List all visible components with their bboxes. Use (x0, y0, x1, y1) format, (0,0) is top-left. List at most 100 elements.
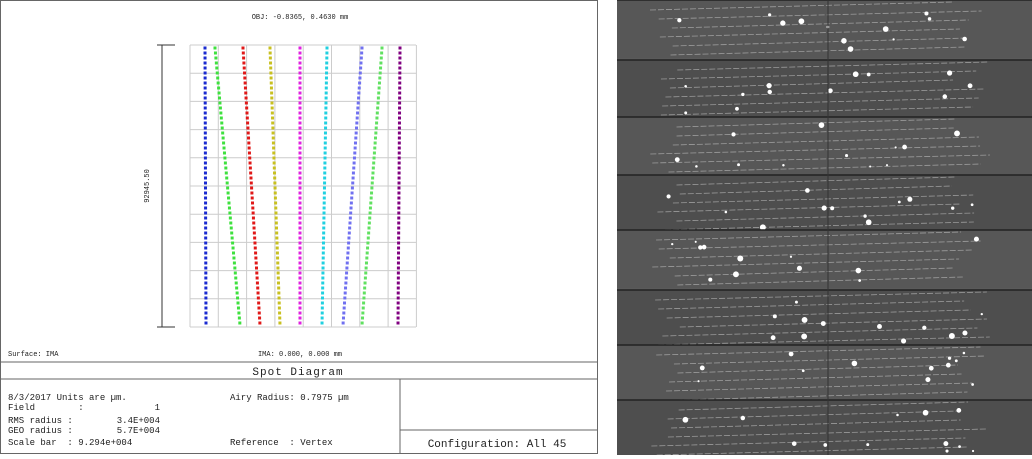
spot-light (954, 130, 960, 137)
spot-light (724, 210, 728, 214)
spot (347, 236, 351, 240)
streak (672, 37, 969, 47)
spot (217, 91, 221, 95)
spot (235, 286, 239, 290)
spot (323, 181, 327, 185)
spot (379, 66, 383, 70)
spot (345, 261, 349, 265)
spot (203, 81, 207, 85)
streak (669, 79, 954, 89)
spot (396, 301, 400, 305)
spot (276, 276, 280, 280)
streak (665, 88, 984, 98)
spot (396, 306, 400, 310)
spot (230, 231, 234, 235)
geo-label: GEO radius : (8, 426, 73, 436)
spot-light (767, 89, 772, 95)
spot-light (902, 144, 907, 150)
spot (238, 321, 242, 325)
spot (298, 66, 302, 70)
spot (255, 281, 259, 285)
spot (358, 76, 362, 80)
spot (324, 106, 328, 110)
spot (321, 266, 325, 270)
spot (397, 141, 401, 145)
spot (204, 191, 208, 195)
spot-light (732, 271, 739, 278)
spot (252, 226, 256, 230)
spot-light (863, 214, 867, 218)
spot (218, 101, 222, 105)
streak (670, 46, 965, 56)
spot (321, 251, 325, 255)
spot (376, 106, 380, 110)
spot (350, 196, 354, 200)
spot (204, 281, 208, 285)
spot (204, 251, 208, 255)
spot (203, 161, 207, 165)
spot-light (896, 413, 899, 417)
spot (203, 66, 207, 70)
spot (347, 231, 351, 235)
spot (397, 131, 401, 135)
spot (356, 101, 360, 105)
spot (218, 106, 222, 110)
field-label: Field : (8, 403, 84, 413)
spot (203, 56, 207, 60)
spot (298, 276, 302, 280)
spot (397, 196, 401, 200)
spot-light (869, 165, 872, 168)
streak (677, 276, 963, 286)
spot (320, 301, 324, 305)
spot (396, 321, 400, 325)
spot (364, 271, 368, 275)
spot (397, 216, 401, 220)
spot (223, 161, 227, 165)
spot (377, 86, 381, 90)
spot (351, 176, 355, 180)
spot (374, 131, 378, 135)
spot-light (801, 369, 805, 373)
streak (649, 1, 954, 11)
spot (370, 191, 374, 195)
spot-light (759, 224, 766, 231)
spot (258, 321, 262, 325)
spot (398, 61, 402, 65)
spot (204, 186, 208, 190)
spot (346, 256, 350, 260)
photo-band (617, 230, 1032, 288)
spot (397, 156, 401, 160)
spot (321, 291, 325, 295)
spot (322, 191, 326, 195)
spot (257, 301, 261, 305)
spot (355, 126, 359, 130)
spot-light (967, 83, 973, 89)
spot (244, 91, 248, 95)
spot (204, 246, 208, 250)
spot-light (847, 46, 854, 52)
spot-light (701, 244, 707, 250)
spot (397, 121, 401, 125)
spot (370, 181, 374, 185)
spot (320, 306, 324, 310)
spot (232, 256, 236, 260)
configuration: Configuration: All 45 (428, 439, 567, 451)
spot (249, 171, 253, 175)
spot (325, 46, 329, 50)
spot (365, 251, 369, 255)
spot (322, 231, 326, 235)
streak (673, 355, 986, 365)
spot-light (820, 321, 826, 326)
spot (214, 61, 218, 65)
spot (298, 106, 302, 110)
spot (298, 251, 302, 255)
spot (322, 211, 326, 215)
spot (225, 176, 229, 180)
spot (352, 161, 356, 165)
spot (397, 181, 401, 185)
spot (243, 86, 247, 90)
spot (249, 176, 253, 180)
spot (249, 181, 253, 185)
spot (325, 66, 329, 70)
spot (214, 56, 218, 60)
